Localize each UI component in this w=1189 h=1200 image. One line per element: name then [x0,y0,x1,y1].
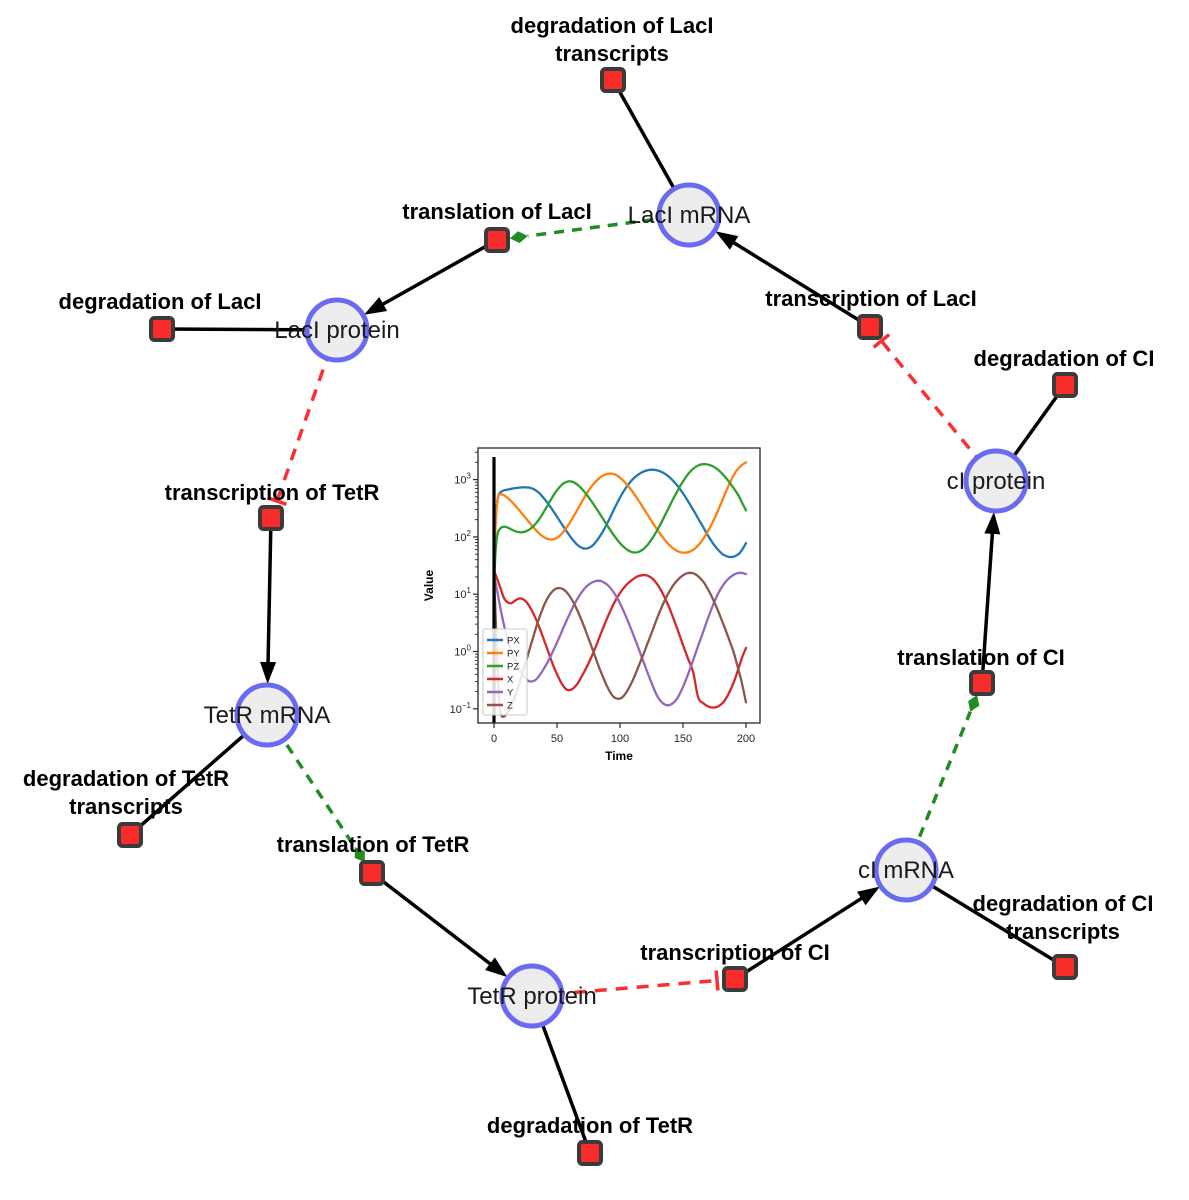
y-axis-tick-label-4: 103 [454,472,471,487]
edge-transcription-of-tetr-to-tetr-mrna [266,517,273,668]
plot-series-PX [492,468,748,569]
reaction-node-degradation-of-tetr-transcripts [117,822,143,848]
edge-transcription-of-tetr-to-tetr-mrna-arrowhead-icon [260,661,277,685]
legend-entry-Y: Y [507,688,514,699]
nodes-layer [117,67,1078,1166]
time-course-plot: 0 50 100 150 20010−1100101102103TimeValuePXP… [422,437,770,767]
plot-background [425,437,770,767]
x-axis-tick-label-0: 0 [491,733,497,745]
reaction-node-transcription-of-laci [857,314,883,340]
reaction-label-degradation-of-laci-line0: degradation of LacI [59,289,262,314]
edge-translation-of-tetr-to-tetr-protein-arrowhead-icon [485,957,508,978]
legend-entry-PY: PY [507,649,520,660]
species-label-tetr-mrna: TetR mRNA [204,702,331,729]
reaction-label-translation-of-laci-line0: translation of LacI [402,199,591,224]
reaction-label-degradation-of-ci-line0: degradation of CI [974,346,1155,371]
edge-transcription-of-ci-to-ci-mrna [734,894,867,981]
species-node-tetr-mrna [234,682,300,748]
reaction-node-transcription-of-tetr [258,505,284,531]
x-axis-tick-label-4: 200 [737,733,755,745]
reaction-node-translation-of-tetr [359,860,385,886]
edge-translation-of-laci-to-laci-protein-arrowhead-icon [364,297,388,315]
legend-entry-Z: Z [507,701,513,712]
edge-translation-of-ci-to-ci-protein [980,528,995,684]
species-label-ci-protein: cI protein [947,468,1046,495]
edge-tetr-mrna-to-translation-of-tetr-diamond-arrowhead-icon [354,847,365,863]
species-node-laci-protein [304,297,370,363]
edge-translation-of-tetr-to-tetr-protein [370,871,496,969]
reaction-node-degradation-of-tetr [577,1140,603,1166]
species-label-tetr-protein: TetR protein [467,983,596,1010]
plot-series-PY [492,461,748,579]
labels-layer: LacI mRNA LacI protein TetR mRNA TetR prote… [23,13,1155,1138]
edge-laci-mrna-to-translation-of-laci-diamond-arrowhead-icon [509,231,528,244]
species-label-laci-protein: LacI protein [274,317,399,344]
reaction-label-translation-of-ci-line0: translation of CI [897,645,1064,670]
reaction-label-degradation-of-laci-transcripts-line1: transcripts [555,41,669,66]
edge-laci-protein-to-transcription-of-tetr-tbar-icon [266,496,287,506]
x-axis-tick-label-3: 150 [674,733,692,745]
edge-transcription-of-ci-to-ci-mrna-arrowhead-icon [857,886,880,906]
edge-transcription-of-laci-to-laci-mrna-arrowhead-icon [715,231,739,250]
edge-ci-protein-to-transcription-of-laci-tbar-icon [872,333,891,349]
x-axis-title: Time [605,749,633,763]
y-axis-tick-label-0: 10−1 [450,701,472,716]
species-node-ci-mrna [873,837,939,903]
reaction-node-translation-of-ci [969,670,995,696]
reaction-label-degradation-of-tetr-transcripts-line0: degradation of TetR [23,766,229,791]
reaction-label-translation-of-tetr-line0: translation of TetR [277,832,470,857]
edge-translation-of-laci-to-laci-protein [377,238,498,308]
species-label-ci-mrna: cI mRNA [858,857,954,884]
reaction-node-translation-of-laci [484,227,510,253]
reaction-label-transcription-of-laci-line0: transcription of LacI [765,286,976,311]
y-axis-tick-label-1: 100 [454,644,471,659]
reaction-label-degradation-of-laci-transcripts-line0: degradation of LacI [511,13,714,38]
edge-translation-of-ci-to-ci-protein-arrowhead-icon [984,511,1001,535]
y-axis-tick-label-3: 102 [454,529,471,544]
legend-entry-X: X [507,675,514,686]
legend-entry-PZ: PZ [507,662,519,673]
species-label-laci-mrna: LacI mRNA [628,202,751,229]
x-axis-tick-label-2: 100 [611,733,629,745]
reaction-label-degradation-of-tetr-line0: degradation of TetR [487,1113,693,1138]
y-axis-tick-label-2: 101 [454,586,471,601]
edge-ci-mrna-to-translation-of-ci-diamond-arrowhead-icon [968,695,980,712]
species-node-tetr-protein [499,963,565,1029]
reaction-label-degradation-of-ci-transcripts-line1: transcripts [1006,919,1120,944]
y-axis-title: Value [422,570,436,602]
species-node-laci-mrna [656,182,722,248]
plot-series-PZ [492,462,748,591]
x-axis-tick-label-1: 50 [551,733,563,745]
plot-series-Y [492,571,748,707]
plot-legend: PX PY PZ XYZ [482,628,528,716]
species-node-ci-protein [963,448,1029,514]
reaction-node-degradation-of-laci [149,316,175,342]
reaction-label-transcription-of-tetr-line0: transcription of TetR [165,480,380,505]
reaction-label-degradation-of-ci-transcripts-line0: degradation of CI [973,891,1154,916]
reaction-node-degradation-of-ci [1052,372,1078,398]
reaction-label-degradation-of-tetr-transcripts-line1: transcripts [69,794,183,819]
reaction-node-degradation-of-ci-transcripts [1052,954,1078,980]
legend-entry-PX: PX [507,636,520,647]
reaction-label-transcription-of-ci-line0: transcription of CI [640,940,829,965]
edge-transcription-of-laci-to-laci-mrna [728,238,871,329]
reaction-node-transcription-of-ci [722,966,748,992]
edge-tetr-protein-to-transcription-of-ci-tbar-icon [714,970,720,991]
legend-box [482,628,528,716]
reaction-node-degradation-of-laci-transcripts [600,67,626,93]
plot-frame [477,447,761,724]
